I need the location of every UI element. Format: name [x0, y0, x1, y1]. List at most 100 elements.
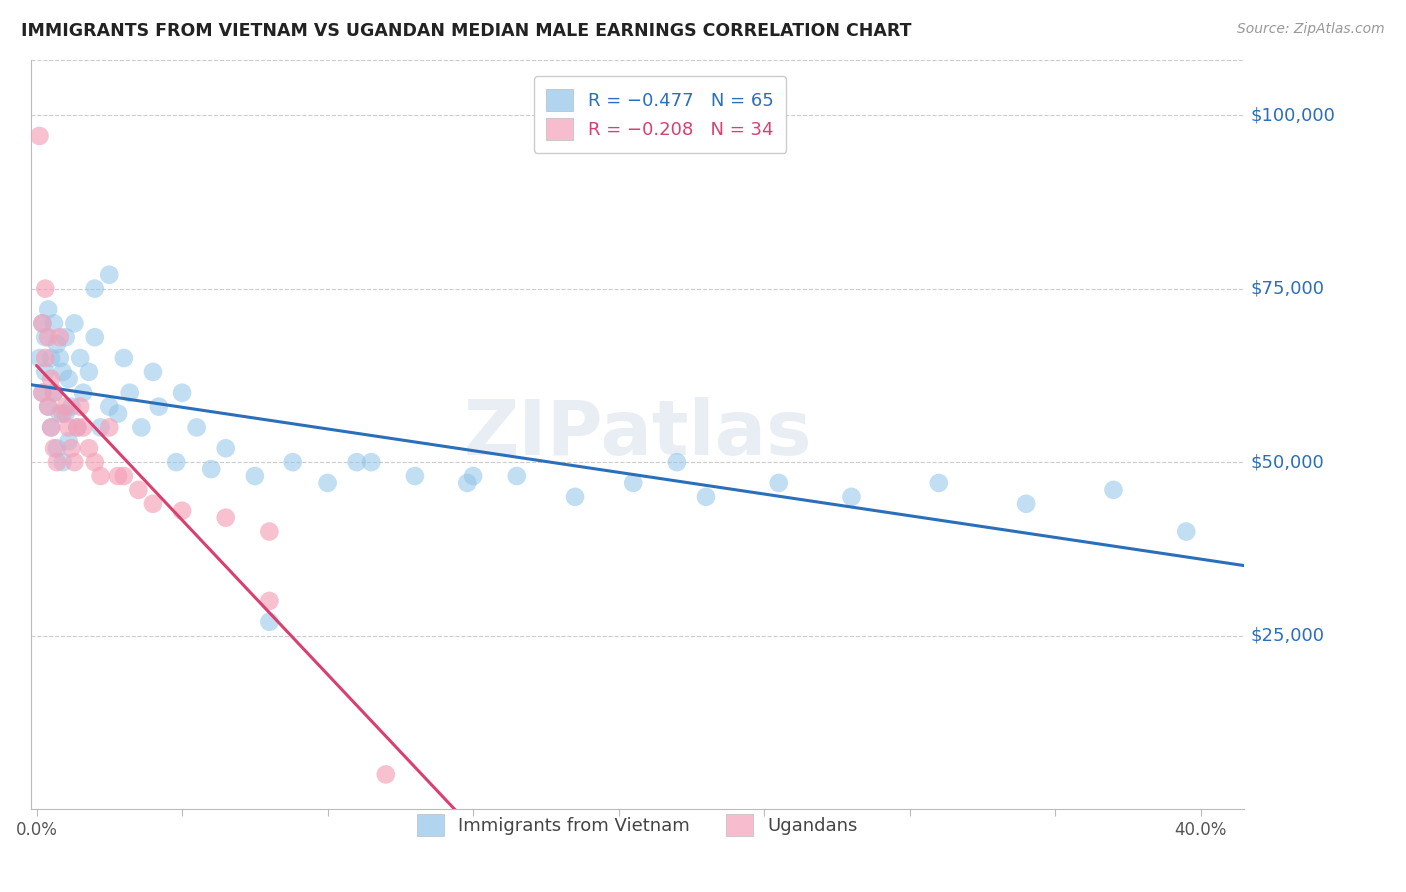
Point [564, 490, 586, 504]
Point [31, 316, 53, 330]
Point [34, 351, 56, 365]
Point [170, 385, 193, 400]
Point [1102, 483, 1125, 497]
Point [215, 442, 238, 456]
Point [200, 462, 222, 476]
Point [83, 455, 105, 469]
Point [55, 330, 77, 344]
Point [66, 420, 89, 434]
Point [28, 128, 51, 143]
Point [118, 385, 141, 400]
Text: $50,000: $50,000 [1250, 453, 1324, 471]
Point [42, 385, 65, 400]
Point [1175, 524, 1198, 539]
Point [281, 455, 304, 469]
Point [463, 469, 485, 483]
Point [215, 510, 238, 524]
Point [98, 268, 121, 282]
Point [45, 337, 67, 351]
Point [83, 330, 105, 344]
Text: Source: ZipAtlas.com: Source: ZipAtlas.com [1237, 22, 1385, 37]
Point [39, 420, 62, 434]
Point [142, 497, 165, 511]
Point [34, 365, 56, 379]
Point [69, 400, 91, 414]
Point [695, 490, 717, 504]
Point [768, 475, 790, 490]
Point [83, 282, 105, 296]
Point [63, 455, 86, 469]
Point [404, 469, 426, 483]
Point [243, 469, 266, 483]
Point [52, 407, 75, 421]
Text: $75,000: $75,000 [1250, 279, 1324, 298]
Point [170, 504, 193, 518]
Point [142, 365, 165, 379]
Point [77, 365, 100, 379]
Legend: Immigrants from Vietnam, Ugandans: Immigrants from Vietnam, Ugandans [408, 805, 868, 845]
Point [456, 475, 478, 490]
Point [49, 330, 72, 344]
Point [131, 420, 153, 434]
Point [39, 351, 62, 365]
Point [346, 455, 368, 469]
Point [45, 442, 67, 456]
Point [52, 365, 75, 379]
Point [90, 420, 112, 434]
Point [186, 420, 208, 434]
Point [360, 455, 382, 469]
Text: $25,000: $25,000 [1250, 627, 1324, 645]
Point [49, 407, 72, 421]
Point [49, 351, 72, 365]
Point [31, 385, 53, 400]
Point [259, 594, 281, 608]
Point [112, 351, 135, 365]
Point [374, 767, 396, 781]
Point [1015, 497, 1038, 511]
Point [841, 490, 863, 504]
Point [37, 330, 59, 344]
Point [58, 434, 80, 449]
Point [259, 615, 281, 629]
Point [58, 372, 80, 386]
Point [72, 420, 94, 434]
Point [60, 442, 83, 456]
Text: ZIPatlas: ZIPatlas [463, 397, 811, 471]
Point [42, 385, 65, 400]
Point [39, 420, 62, 434]
Point [60, 400, 83, 414]
Point [34, 330, 56, 344]
Point [148, 400, 170, 414]
Point [98, 420, 121, 434]
Point [45, 455, 67, 469]
Point [77, 442, 100, 456]
Point [259, 524, 281, 539]
Point [928, 475, 950, 490]
Point [28, 351, 51, 365]
Point [165, 455, 187, 469]
Point [52, 455, 75, 469]
Point [34, 282, 56, 296]
Point [31, 385, 53, 400]
Point [69, 351, 91, 365]
Point [90, 469, 112, 483]
Point [72, 385, 94, 400]
Point [107, 407, 129, 421]
Point [37, 400, 59, 414]
Point [98, 400, 121, 414]
Point [506, 469, 529, 483]
Text: IMMIGRANTS FROM VIETNAM VS UGANDAN MEDIAN MALE EARNINGS CORRELATION CHART: IMMIGRANTS FROM VIETNAM VS UGANDAN MEDIA… [21, 22, 911, 40]
Text: $100,000: $100,000 [1250, 106, 1336, 124]
Point [31, 316, 53, 330]
Point [316, 475, 339, 490]
Point [665, 455, 688, 469]
Point [66, 420, 89, 434]
Point [58, 420, 80, 434]
Point [112, 469, 135, 483]
Point [107, 469, 129, 483]
Point [39, 372, 62, 386]
Point [127, 483, 149, 497]
Point [42, 316, 65, 330]
Point [37, 302, 59, 317]
Point [55, 400, 77, 414]
